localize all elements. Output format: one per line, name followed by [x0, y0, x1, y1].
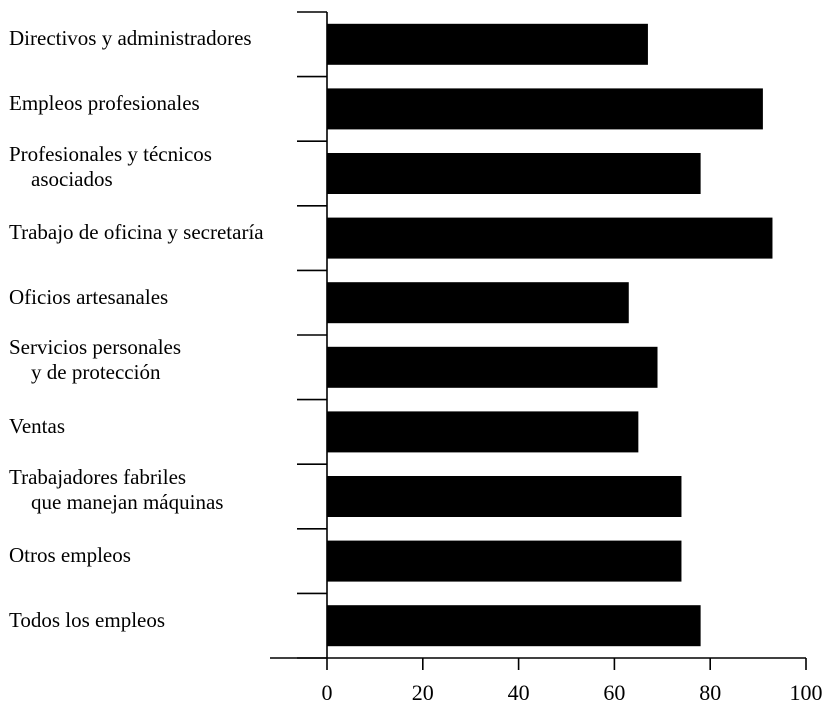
- bar: [327, 346, 658, 388]
- bar: [327, 605, 701, 647]
- category-label-line-continued: y de protección: [31, 360, 161, 385]
- bars-group: [327, 23, 773, 647]
- category-label-line: Trabajadores fabriles: [9, 464, 187, 489]
- bar: [327, 411, 639, 453]
- category-label-line: Empleos profesionales: [9, 90, 200, 115]
- x-tick-label: 0: [321, 680, 333, 705]
- bar: [327, 540, 682, 582]
- category-label: Oficios artesanales: [9, 285, 168, 310]
- category-label: Directivos y administradores: [9, 26, 252, 51]
- x-tick-label: 40: [507, 680, 530, 705]
- category-label: Trabajo de oficina y secretaría: [9, 220, 264, 245]
- category-label-line-continued: que manejan máquinas: [31, 489, 224, 514]
- x-tick-label: 80: [699, 680, 722, 705]
- bar: [327, 23, 648, 65]
- bar: [327, 476, 682, 517]
- category-label: Trabajadores fabriles que manejan máquina…: [9, 465, 223, 515]
- bar: [327, 88, 763, 130]
- category-label: Empleos profesionales: [9, 91, 200, 116]
- category-label-line: Profesionales y técnicos: [9, 141, 212, 166]
- category-label-line: Trabajo de oficina y secretaría: [9, 220, 264, 245]
- category-label-line: Todos los empleos: [9, 607, 166, 632]
- bar: [327, 153, 701, 194]
- category-label-line: Otros empleos: [9, 543, 131, 568]
- category-label: Otros empleos: [9, 543, 131, 568]
- category-label-line: Oficios artesanales: [9, 284, 169, 309]
- category-label: Ventas: [9, 414, 65, 439]
- bar: [327, 282, 629, 324]
- x-tick-label: 60: [603, 680, 626, 705]
- category-label-line: Directivos y administradores: [9, 26, 252, 51]
- x-tick-label: 100: [789, 680, 822, 705]
- category-label: Profesionales y técnicos asociados: [9, 142, 212, 192]
- bar: [327, 217, 773, 259]
- category-label-line: Servicios personales: [9, 335, 182, 360]
- category-label-line: Ventas: [9, 413, 65, 438]
- category-label: Todos los empleos: [9, 608, 165, 633]
- category-label-line-continued: asociados: [31, 166, 113, 191]
- category-label: Servicios personales y de protección: [9, 335, 181, 385]
- x-tick-label: 20: [411, 680, 434, 705]
